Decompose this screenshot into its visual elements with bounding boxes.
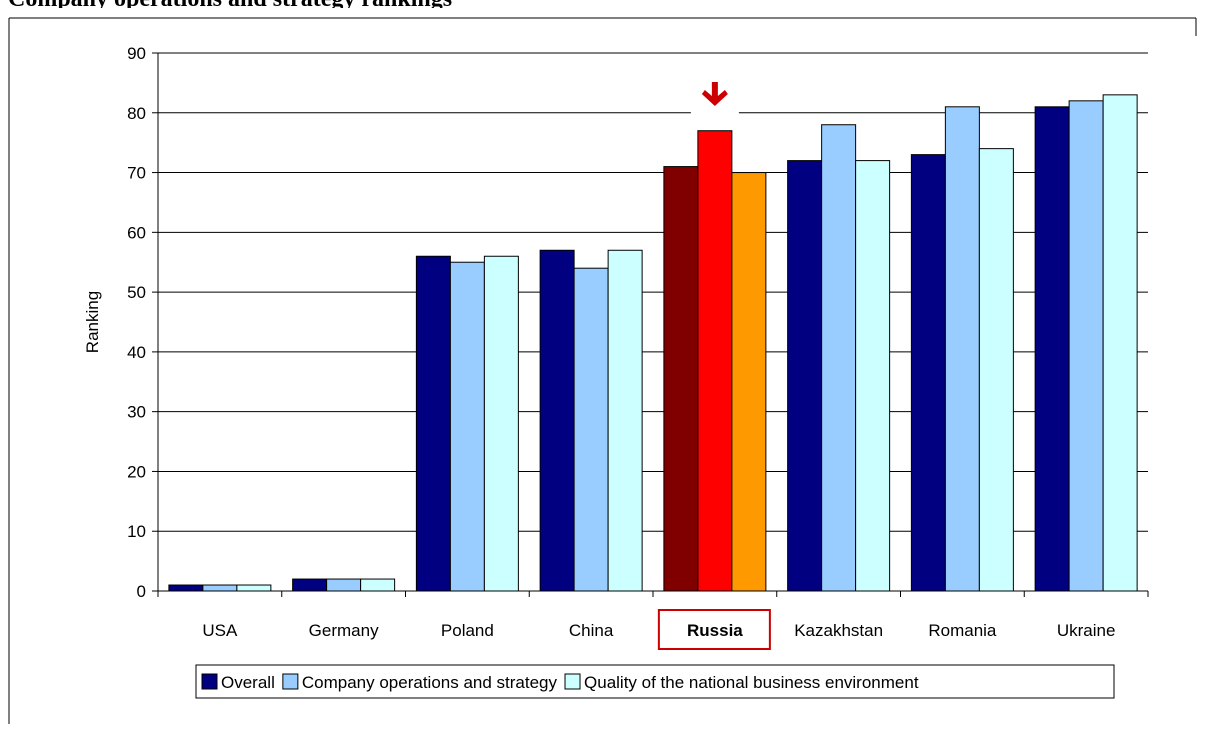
highlight-markers [690, 77, 739, 127]
bar [1034, 106, 1070, 592]
bar [326, 578, 362, 592]
x-tick-label: Poland [441, 621, 494, 640]
x-tick-label: Ukraine [1057, 621, 1116, 640]
bar [292, 578, 328, 592]
y-tick-label: 90 [127, 44, 146, 63]
x-tick-label: Russia [687, 621, 743, 640]
y-tick-label: 20 [127, 462, 146, 481]
chart-caption: Company operations and strategy rankings [8, 0, 1188, 8]
bar [855, 160, 891, 592]
legend: Overall Company operations and strategy Qu… [195, 664, 1115, 699]
bar [663, 166, 699, 592]
y-tick-labels: 0 10 20 30 40 50 60 70 80 90 [127, 44, 146, 601]
bar [944, 106, 980, 592]
bar [483, 255, 519, 592]
axes [152, 52, 1149, 597]
bar [539, 249, 575, 592]
bars [168, 94, 1138, 592]
x-tick-label: Germany [309, 621, 379, 640]
legend-swatch [564, 673, 581, 690]
bar [787, 160, 823, 592]
bar [697, 130, 733, 592]
y-tick-label: 0 [137, 582, 146, 601]
legend-box [195, 664, 1115, 699]
bar [731, 172, 767, 592]
y-tick-label: 40 [127, 343, 146, 362]
legend-swatch [201, 673, 218, 690]
y-tick-label: 70 [127, 164, 146, 183]
bar [202, 584, 238, 592]
bar [821, 124, 857, 592]
down-arrow-icon [701, 82, 728, 106]
bar [449, 261, 485, 592]
bar [236, 584, 272, 592]
x-tick-label: Romania [928, 621, 997, 640]
bar [978, 148, 1014, 592]
x-tick-labels: USA Germany Poland China Russia Kazakhstan Rom… [202, 609, 1116, 650]
legend-label: Overall [221, 673, 275, 692]
legend-label: Company operations and strategy [302, 673, 558, 692]
y-tick-label: 30 [127, 403, 146, 422]
bar [1102, 94, 1138, 592]
bar [573, 267, 609, 592]
y-tick-label: 10 [127, 522, 146, 541]
y-tick-label: 50 [127, 283, 146, 302]
bar [415, 255, 451, 592]
highlight-box [657, 609, 771, 650]
bar [1068, 100, 1104, 592]
legend-swatch [282, 673, 299, 690]
bar [910, 154, 946, 592]
y-tick-label: 80 [127, 104, 146, 123]
x-tick-label: Kazakhstan [794, 621, 883, 640]
x-tick-label: China [569, 621, 614, 640]
y-tick-label: 60 [127, 223, 146, 242]
x-tick-label: USA [202, 621, 238, 640]
legend-label: Quality of the national business environ… [584, 673, 919, 692]
y-axis-label: Ranking [83, 291, 102, 353]
bar [168, 584, 204, 592]
bar [607, 249, 643, 592]
bar [360, 578, 396, 592]
